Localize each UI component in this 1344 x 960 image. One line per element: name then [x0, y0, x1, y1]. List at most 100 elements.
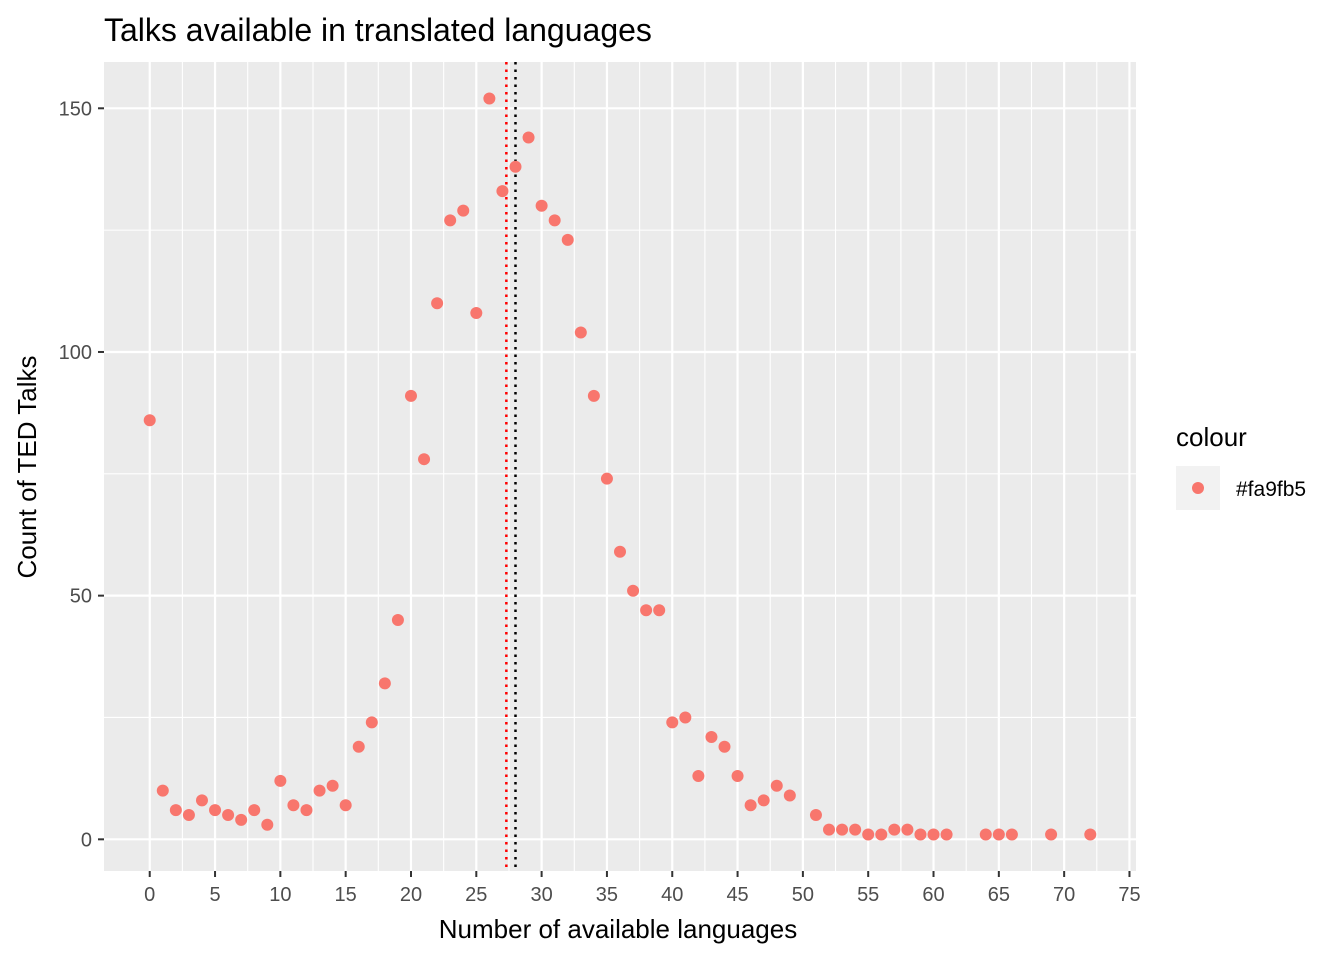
x-tick-label: 40 [661, 884, 683, 906]
data-point [404, 389, 417, 402]
legend: colour #fa9fb5 [1176, 422, 1306, 510]
y-axis-ticks: 0 50 100 150 [59, 98, 104, 851]
data-point [862, 828, 875, 841]
data-point [770, 779, 783, 792]
data-point [692, 769, 705, 782]
data-point [823, 823, 836, 836]
data-point [627, 584, 640, 597]
data-point [326, 779, 339, 792]
x-tick-label: 75 [1118, 884, 1140, 906]
data-point [287, 799, 300, 812]
data-point [156, 784, 169, 797]
data-point [313, 784, 326, 797]
data-point [783, 789, 796, 802]
x-tick-label: 20 [400, 884, 422, 906]
data-point [235, 813, 248, 826]
legend-key-point [1192, 482, 1204, 494]
y-tick-label: 50 [70, 586, 92, 608]
y-tick-label: 150 [59, 98, 92, 120]
data-point [992, 828, 1005, 841]
data-point [875, 828, 888, 841]
x-axis-ticks: 0 5 10 15 20 25 30 35 40 45 50 55 60 65 70 75 [144, 871, 1141, 906]
data-point [561, 233, 574, 246]
y-tick-label: 0 [81, 829, 92, 851]
x-tick-label: 5 [209, 884, 220, 906]
x-tick-label: 55 [857, 884, 879, 906]
data-point [1045, 828, 1058, 841]
data-point [1084, 828, 1097, 841]
data-point [483, 92, 496, 105]
x-tick-label: 35 [596, 884, 618, 906]
data-point [705, 730, 718, 743]
data-point [1005, 828, 1018, 841]
chart-title: Talks available in translated languages [104, 12, 652, 48]
x-axis-title: Number of available languages [439, 914, 797, 944]
x-tick-label: 50 [792, 884, 814, 906]
x-tick-label: 70 [1053, 884, 1075, 906]
x-tick-label: 60 [922, 884, 944, 906]
data-point [809, 808, 822, 821]
data-point [378, 677, 391, 690]
data-point [640, 604, 653, 617]
x-tick-label: 45 [726, 884, 748, 906]
data-point [679, 711, 692, 724]
data-point [222, 808, 235, 821]
data-point [914, 828, 927, 841]
data-point [757, 794, 770, 807]
data-point [248, 804, 261, 817]
data-point [979, 828, 992, 841]
data-point [391, 614, 404, 627]
legend-entry-label: #fa9fb5 [1236, 478, 1306, 501]
x-tick-label: 10 [269, 884, 291, 906]
data-point [901, 823, 914, 836]
data-point [195, 794, 208, 807]
data-point [600, 472, 613, 485]
data-point [940, 828, 953, 841]
data-point [522, 131, 535, 144]
data-point [731, 769, 744, 782]
data-points [143, 92, 1097, 841]
grid-major [104, 62, 1136, 871]
data-point [209, 804, 222, 817]
data-point [431, 297, 444, 310]
data-point [365, 716, 378, 729]
data-point [548, 214, 561, 227]
data-point [418, 453, 431, 466]
data-point [614, 545, 626, 558]
grid-minor [104, 62, 1136, 871]
data-point [261, 818, 274, 831]
data-point [444, 214, 457, 227]
plot-panel [104, 62, 1136, 871]
data-point [836, 823, 849, 836]
data-point [888, 823, 901, 836]
data-point [535, 199, 548, 212]
data-point [169, 804, 182, 817]
x-tick-label: 30 [530, 884, 552, 906]
x-tick-label: 15 [335, 884, 357, 906]
data-point [182, 808, 195, 821]
data-point [574, 326, 587, 339]
data-point [470, 306, 483, 319]
x-tick-label: 65 [988, 884, 1010, 906]
data-point [352, 740, 365, 753]
data-point [653, 604, 666, 617]
data-point [744, 799, 757, 812]
data-point [496, 185, 509, 198]
legend-title: colour [1176, 422, 1247, 452]
data-point [718, 740, 731, 753]
data-point [849, 823, 862, 836]
y-axis-title: Count of TED Talks [12, 355, 42, 578]
data-point [274, 774, 287, 787]
data-point [587, 389, 600, 402]
data-point [666, 716, 679, 729]
x-tick-label: 0 [144, 884, 155, 906]
data-point [300, 804, 313, 817]
data-point [509, 160, 522, 173]
data-point [457, 204, 470, 217]
data-point [339, 799, 352, 812]
x-tick-label: 25 [465, 884, 487, 906]
y-tick-label: 100 [59, 342, 92, 364]
data-point [143, 414, 156, 427]
data-point [927, 828, 940, 841]
